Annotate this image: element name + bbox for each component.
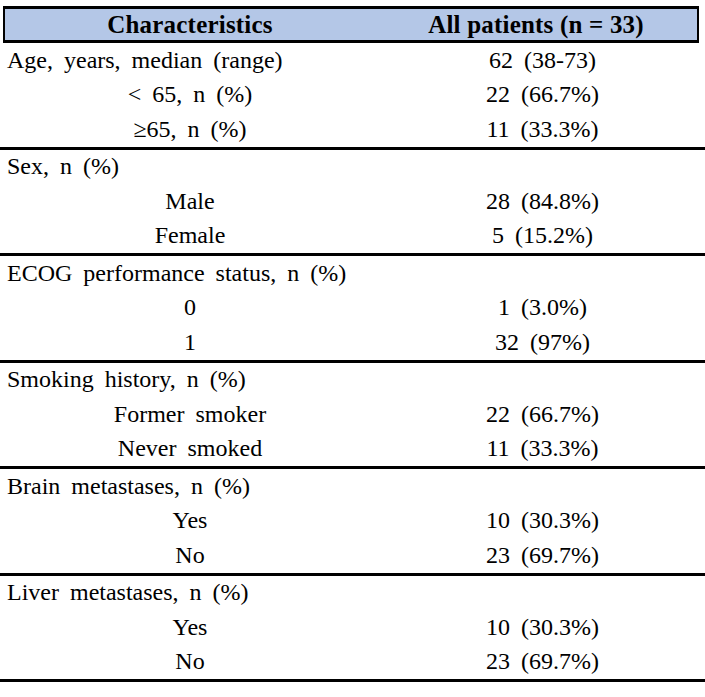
- row-label: Liver metastases, n (%): [0, 579, 380, 606]
- table-row: Female 5 (15.2%): [0, 219, 705, 254]
- table-row: Yes 10 (30.3%): [0, 504, 705, 539]
- row-value: 10 (30.3%): [380, 507, 705, 534]
- table-row: No 23 (69.7%): [0, 645, 705, 680]
- table-row: Never smoked 11 (33.3%): [0, 432, 705, 467]
- table-row: ECOG performance status, n (%): [0, 256, 705, 291]
- row-value: 10 (30.3%): [380, 614, 705, 641]
- patient-characteristics-table: Characteristics All patients (n = 33) Ag…: [0, 0, 705, 682]
- section-age: Age, years, median (range) 62 (38-73) < …: [0, 43, 705, 150]
- table-row: Liver metastases, n (%): [0, 576, 705, 611]
- table-row: Smoking history, n (%): [0, 363, 705, 398]
- table-row: Former smoker 22 (66.7%): [0, 397, 705, 432]
- table-row: 0 1 (3.0%): [0, 291, 705, 326]
- section-ecog: ECOG performance status, n (%) 0 1 (3.0%…: [0, 256, 705, 363]
- row-label: No: [0, 648, 380, 675]
- table-row: Yes 10 (30.3%): [0, 610, 705, 645]
- table-row: Brain metastases, n (%): [0, 469, 705, 504]
- row-label: Female: [0, 222, 380, 249]
- row-label: Male: [0, 188, 380, 215]
- section-liver-metastases: Liver metastases, n (%) Yes 10 (30.3%) N…: [0, 576, 705, 683]
- row-value: 22 (66.7%): [380, 81, 705, 108]
- row-label: 1: [0, 329, 380, 356]
- row-label: Former smoker: [0, 401, 380, 428]
- section-smoking: Smoking history, n (%) Former smoker 22 …: [0, 363, 705, 470]
- table-row: Sex, n (%): [0, 150, 705, 185]
- row-label: Never smoked: [0, 435, 380, 462]
- row-value: 22 (66.7%): [380, 401, 705, 428]
- row-label: No: [0, 542, 380, 569]
- row-label: ≥65, n (%): [0, 116, 380, 143]
- row-value: 5 (15.2%): [380, 222, 705, 249]
- row-value: 62 (38-73): [380, 47, 705, 74]
- table-row: 1 32 (97%): [0, 325, 705, 360]
- header-characteristics: Characteristics: [5, 11, 375, 39]
- table-row: ≥65, n (%) 11 (33.3%): [0, 112, 705, 147]
- row-value: 32 (97%): [380, 329, 705, 356]
- row-value: 11 (33.3%): [380, 116, 705, 143]
- row-value: 28 (84.8%): [380, 188, 705, 215]
- section-sex: Sex, n (%) Male 28 (84.8%) Female 5 (15.…: [0, 150, 705, 257]
- table-row: No 23 (69.7%): [0, 538, 705, 573]
- row-value: 11 (33.3%): [380, 435, 705, 462]
- row-label: Sex, n (%): [0, 153, 380, 180]
- table-header-row: Characteristics All patients (n = 33): [3, 6, 699, 43]
- row-label: Smoking history, n (%): [0, 366, 380, 393]
- row-label: ECOG performance status, n (%): [0, 260, 380, 287]
- row-value: 23 (69.7%): [380, 648, 705, 675]
- row-label: Age, years, median (range): [0, 47, 380, 74]
- row-value: 1 (3.0%): [380, 294, 705, 321]
- row-label: Brain metastases, n (%): [0, 473, 380, 500]
- header-all-patients: All patients (n = 33): [375, 11, 697, 39]
- table-row: Male 28 (84.8%): [0, 184, 705, 219]
- row-label: 0: [0, 294, 380, 321]
- section-brain-metastases: Brain metastases, n (%) Yes 10 (30.3%) N…: [0, 469, 705, 576]
- row-label: Yes: [0, 507, 380, 534]
- table-row: Age, years, median (range) 62 (38-73): [0, 43, 705, 78]
- table-row: < 65, n (%) 22 (66.7%): [0, 78, 705, 113]
- row-label: < 65, n (%): [0, 81, 380, 108]
- row-value: 23 (69.7%): [380, 542, 705, 569]
- row-label: Yes: [0, 614, 380, 641]
